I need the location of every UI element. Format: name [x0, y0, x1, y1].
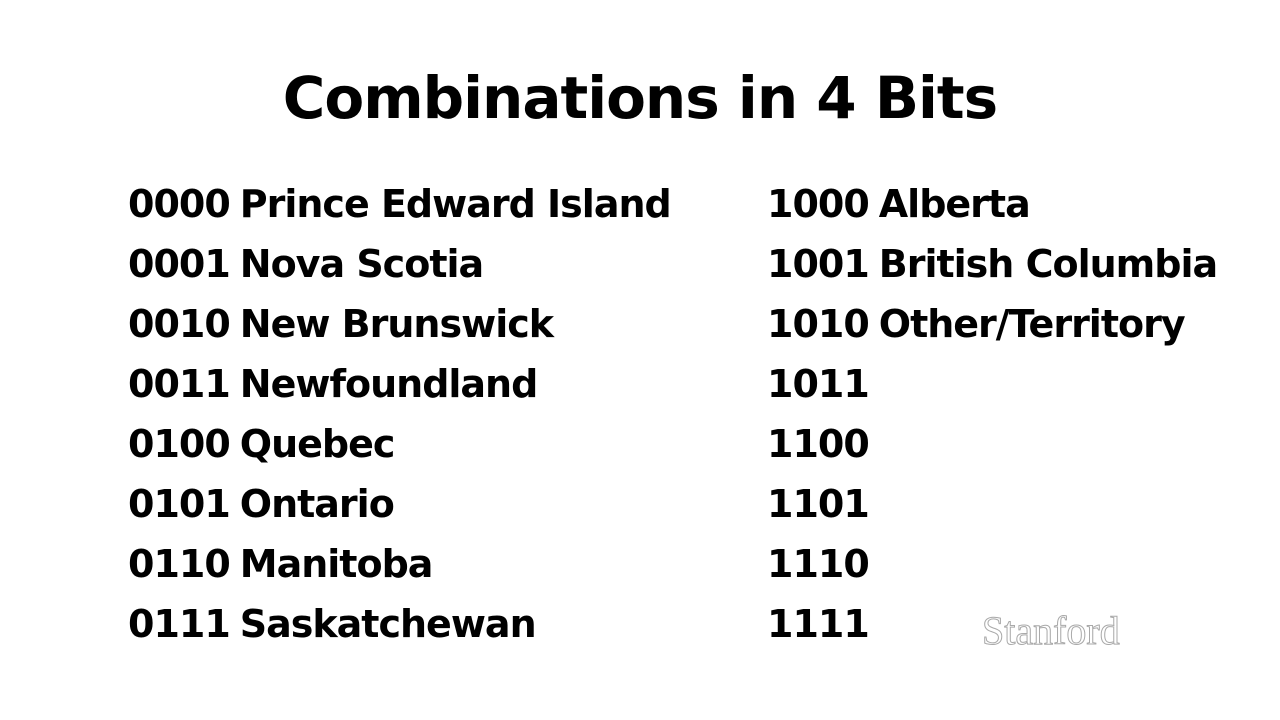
province-name: British Columbia: [878, 242, 1218, 286]
bit-code: 1001: [767, 242, 870, 286]
province-name: New Brunswick: [239, 302, 554, 346]
code-row: 1011: [767, 354, 1217, 414]
code-row: 1001 British Columbia: [767, 234, 1218, 294]
bit-code: 1000: [767, 182, 870, 226]
province-name: Other/Territory: [878, 302, 1186, 346]
bit-code: 1110: [767, 542, 870, 586]
code-row: 0101 Ontario: [128, 474, 671, 534]
code-row: 1111: [767, 594, 1217, 654]
bit-code: 0100: [128, 422, 231, 466]
code-row: 0110 Manitoba: [128, 534, 671, 594]
code-row: 0001 Nova Scotia: [128, 234, 671, 294]
code-list-right: 1000 Alberta 1001 British Columbia 1010 Oth…: [767, 174, 1218, 654]
province-name: Quebec: [239, 422, 396, 466]
bit-code: 0110: [128, 542, 231, 586]
code-row: 1000 Alberta: [767, 174, 1217, 234]
bit-code: 1100: [767, 422, 870, 466]
bit-code: 0011: [128, 362, 231, 406]
code-row: 0000 Prince Edward Island: [128, 174, 672, 234]
bit-code: 1011: [767, 362, 870, 406]
province-name: Nova Scotia: [239, 242, 484, 286]
province-name: Manitoba: [239, 542, 434, 586]
bit-code: 1010: [767, 302, 870, 346]
province-name: Newfoundland: [239, 362, 539, 406]
bit-code: 1101: [767, 482, 870, 526]
bit-code: 1111: [767, 602, 870, 646]
code-row: 1010 Other/Territory: [767, 294, 1217, 354]
code-row: 0011 Newfoundland: [128, 354, 671, 414]
province-name: Ontario: [239, 482, 395, 526]
bit-code: 0000: [128, 182, 231, 226]
code-row: 0010 New Brunswick: [128, 294, 671, 354]
code-row: 0100 Quebec: [128, 414, 671, 474]
province-name: Alberta: [878, 182, 1031, 226]
bit-code: 0010: [128, 302, 231, 346]
slide-title: Combinations in 4 Bits: [282, 64, 998, 132]
code-row: 1101: [767, 474, 1217, 534]
province-name: Saskatchewan: [239, 602, 537, 646]
stanford-watermark: Stanford: [982, 608, 1121, 654]
province-name: Prince Edward Island: [239, 182, 672, 226]
code-row: 0111 Saskatchewan: [128, 594, 671, 654]
bit-code: 0111: [128, 602, 231, 646]
code-row: 1100: [767, 414, 1217, 474]
bit-code: 0101: [128, 482, 231, 526]
code-row: 1110: [767, 534, 1217, 594]
code-list-left: 0000 Prince Edward Island 0001 Nova Scotia…: [128, 174, 672, 654]
bit-code: 0001: [128, 242, 231, 286]
